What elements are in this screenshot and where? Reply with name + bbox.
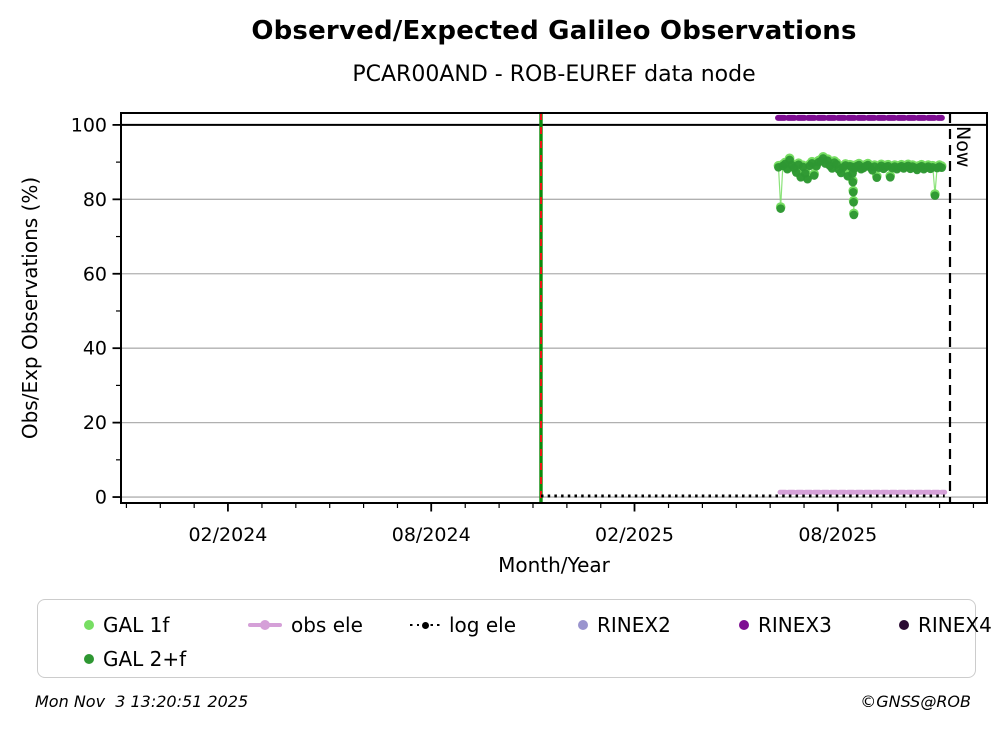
- gal-2f-point: [809, 171, 819, 180]
- legend-item-obs-ele: obs ele: [248, 613, 363, 637]
- y-tick-label: 0: [95, 487, 107, 509]
- chart-subtitle: PCAR00AND - ROB-EUREF data node: [352, 62, 756, 87]
- legend-label: log ele: [449, 613, 517, 637]
- legend-label: RINEX2: [597, 613, 671, 637]
- y-tick-label: 40: [83, 338, 107, 360]
- gal-2f-point: [849, 210, 859, 220]
- legend-item-gal-2f: GAL 2+f: [84, 647, 186, 671]
- gal-2f-marker-icon: [84, 654, 94, 664]
- legend-item-rinex2: RINEX2: [578, 613, 671, 637]
- gal-2f-point: [848, 177, 858, 187]
- legend-item-gal-1f: GAL 1f: [84, 613, 169, 637]
- gal-2f-point: [937, 163, 946, 173]
- gal-2f-point: [803, 174, 812, 184]
- x-tick-label: 02/2024: [188, 524, 267, 546]
- gal-2f-point: [849, 198, 858, 207]
- log-ele-marker-icon: [410, 620, 440, 631]
- rinex4-marker-icon: [899, 620, 909, 630]
- x-tick-label: 08/2025: [798, 524, 877, 546]
- y-tick-label: 80: [83, 189, 107, 211]
- y-tick-label: 100: [71, 114, 107, 136]
- plot-border: [120, 112, 988, 504]
- gal-1f-marker-icon: [84, 620, 94, 630]
- legend-item-log-ele: log ele: [410, 613, 516, 637]
- legend-label: RINEX3: [758, 613, 832, 637]
- rinex2-marker-icon: [578, 620, 588, 630]
- gal-2f-point: [776, 204, 785, 213]
- legend-item-rinex3: RINEX3: [739, 613, 832, 637]
- legend-label: obs ele: [291, 613, 363, 637]
- chart-title: Observed/Expected Galileo Observations: [251, 16, 857, 46]
- x-tick-label: 02/2025: [595, 524, 674, 546]
- gal-2f-point: [848, 187, 858, 197]
- x-axis-label: Month/Year: [498, 553, 610, 577]
- y-tick-label: 20: [83, 412, 107, 434]
- obs-ele-marker-icon: [248, 620, 282, 630]
- legend-label: GAL 2+f: [103, 647, 187, 671]
- legend: GAL 1f obs ele log ele RINEX2 RINEX3 RIN…: [37, 599, 992, 678]
- legend-item-rinex4: RINEX4: [899, 613, 992, 637]
- rinex3-marker-icon: [739, 620, 749, 630]
- y-axis-label: Obs/Exp Observations (%): [18, 176, 42, 440]
- x-tick-label: 08/2024: [392, 524, 471, 546]
- legend-label: GAL 1f: [103, 613, 170, 637]
- now-label: Now: [952, 126, 974, 167]
- y-tick-label: 60: [83, 263, 107, 285]
- gal-2f-point: [930, 191, 940, 200]
- footer-copyright: ©GNSS@ROB: [860, 692, 971, 711]
- footer-timestamp: Mon Nov 3 13:20:51 2025: [35, 692, 249, 711]
- gal-2f-point: [872, 173, 882, 183]
- gal-2f-point: [885, 173, 895, 182]
- legend-label: RINEX4: [918, 613, 992, 637]
